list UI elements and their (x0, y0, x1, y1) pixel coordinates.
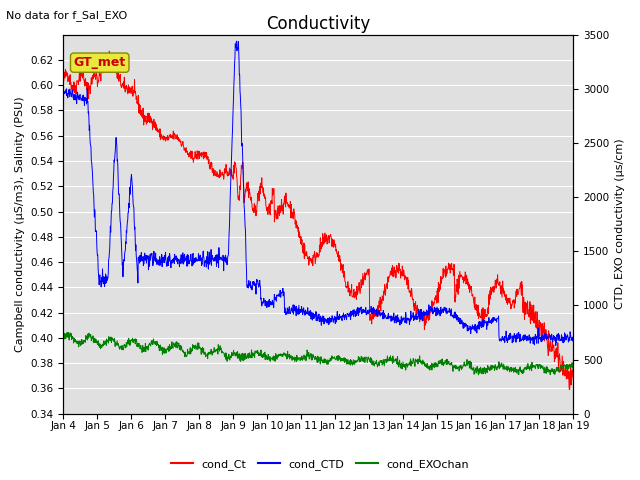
Legend: cond_Ct, cond_CTD, cond_EXOchan: cond_Ct, cond_CTD, cond_EXOchan (166, 455, 474, 474)
Text: GT_met: GT_met (74, 56, 126, 69)
Y-axis label: Campbell conductivity (μS/m3), Salinity (PSU): Campbell conductivity (μS/m3), Salinity … (15, 96, 25, 352)
Text: No data for f_Sal_EXO: No data for f_Sal_EXO (6, 10, 127, 21)
Y-axis label: CTD, EXO conductivity (μs/cm): CTD, EXO conductivity (μs/cm) (615, 139, 625, 310)
Title: Conductivity: Conductivity (266, 15, 371, 33)
